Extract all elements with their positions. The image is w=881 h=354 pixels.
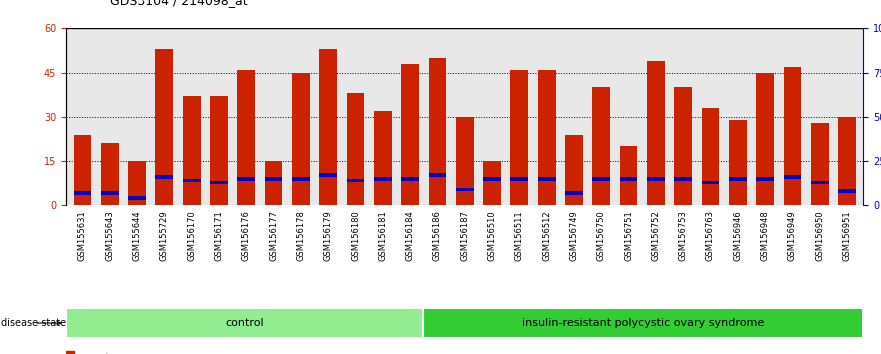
Bar [510, 177, 529, 181]
Bar [455, 117, 474, 205]
Text: GSM156184: GSM156184 [405, 210, 415, 261]
Bar [101, 191, 119, 195]
Text: GSM156946: GSM156946 [733, 210, 743, 261]
Text: GSM156949: GSM156949 [788, 210, 797, 261]
Text: GSM156753: GSM156753 [678, 210, 688, 261]
Text: GSM156752: GSM156752 [651, 210, 661, 261]
Bar [319, 173, 337, 177]
Bar [346, 93, 365, 205]
Text: control: control [226, 318, 264, 328]
Bar [237, 70, 255, 205]
Text: GSM156178: GSM156178 [296, 210, 306, 261]
Bar [619, 177, 638, 181]
Bar [729, 177, 747, 181]
Bar [565, 191, 583, 195]
Bar [74, 135, 92, 205]
Bar [838, 117, 855, 205]
Text: GSM156948: GSM156948 [760, 210, 770, 261]
Bar [319, 49, 337, 205]
Text: GSM156179: GSM156179 [323, 210, 333, 261]
Bar [701, 181, 720, 184]
Bar [838, 189, 855, 193]
Bar [129, 196, 146, 200]
Text: GDS3104 / 214098_at: GDS3104 / 214098_at [110, 0, 248, 7]
Bar [129, 161, 146, 205]
Bar [565, 135, 583, 205]
Bar [701, 108, 720, 205]
Bar [264, 161, 283, 205]
Text: GSM155643: GSM155643 [105, 210, 115, 261]
Text: GSM156512: GSM156512 [542, 210, 552, 261]
Bar [537, 177, 556, 181]
Bar [101, 143, 119, 205]
Bar [592, 177, 611, 181]
Bar [156, 175, 174, 179]
Bar [374, 177, 392, 181]
Text: GSM156181: GSM156181 [378, 210, 388, 261]
Bar [182, 96, 201, 205]
Text: insulin-resistant polycystic ovary syndrome: insulin-resistant polycystic ovary syndr… [522, 318, 765, 328]
Bar [237, 177, 255, 181]
Text: count: count [80, 353, 109, 354]
Text: GSM155729: GSM155729 [159, 210, 169, 261]
Bar [811, 123, 828, 205]
Text: disease state: disease state [2, 318, 66, 328]
Bar [156, 49, 174, 205]
Text: GSM156186: GSM156186 [433, 210, 442, 261]
Bar [182, 179, 201, 182]
Bar [374, 111, 392, 205]
Bar [66, 351, 74, 354]
Bar [346, 179, 365, 182]
Text: GSM156171: GSM156171 [214, 210, 224, 261]
Bar [428, 173, 447, 177]
Bar [783, 67, 801, 205]
Text: GSM155631: GSM155631 [78, 210, 87, 261]
Text: GSM156750: GSM156750 [596, 210, 606, 261]
Bar [619, 146, 638, 205]
Bar [483, 177, 501, 181]
Text: GSM156176: GSM156176 [241, 210, 251, 261]
Text: GSM156951: GSM156951 [842, 210, 852, 261]
Bar [292, 177, 310, 181]
Bar [592, 87, 611, 205]
Bar [401, 64, 419, 205]
Bar [647, 177, 665, 181]
Bar [674, 87, 692, 205]
Text: GSM156751: GSM156751 [624, 210, 633, 261]
Bar [264, 177, 283, 181]
Text: GSM156749: GSM156749 [569, 210, 579, 261]
Text: GSM156177: GSM156177 [269, 210, 278, 261]
Bar [455, 188, 474, 191]
Bar [401, 177, 419, 181]
Text: GSM156180: GSM156180 [351, 210, 360, 261]
Bar [510, 70, 529, 205]
Bar [210, 181, 228, 184]
Bar [428, 58, 447, 205]
Text: GSM156170: GSM156170 [187, 210, 196, 261]
Bar [756, 177, 774, 181]
Bar [811, 181, 828, 184]
Bar [756, 73, 774, 205]
Bar [210, 96, 228, 205]
Bar [74, 191, 92, 195]
Bar [537, 70, 556, 205]
Text: GSM155644: GSM155644 [132, 210, 142, 261]
Bar [292, 73, 310, 205]
Text: GSM156950: GSM156950 [815, 210, 825, 261]
Text: GSM156511: GSM156511 [515, 210, 524, 261]
Bar [729, 120, 747, 205]
Bar [424, 308, 863, 338]
Text: GSM156763: GSM156763 [706, 210, 715, 261]
Bar [66, 308, 424, 338]
Bar [783, 175, 801, 179]
Bar [647, 61, 665, 205]
Bar [483, 161, 501, 205]
Text: GSM156187: GSM156187 [460, 210, 470, 261]
Bar [674, 177, 692, 181]
Text: GSM156510: GSM156510 [487, 210, 497, 261]
